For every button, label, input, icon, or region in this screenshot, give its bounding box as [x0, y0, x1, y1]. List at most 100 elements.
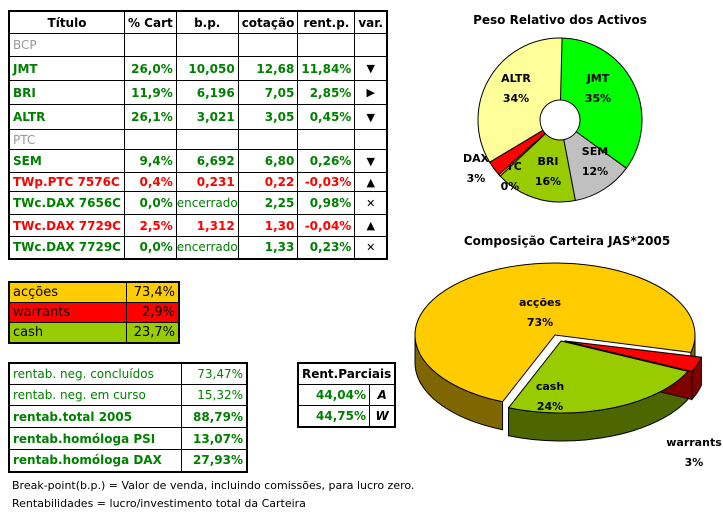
- parciais-value: 44,04%: [297, 384, 370, 406]
- donut-slice-jmt: [559, 37, 643, 169]
- table-row: TWp.PTC 7576C 0,4% 0,231 0,22 -0,03% ▲: [8, 172, 388, 192]
- titulo: ALTR: [8, 104, 125, 130]
- cart: 26,0%: [123, 56, 177, 81]
- slice-value: 73%: [527, 316, 553, 329]
- allocation-row: warrants 2,9%: [8, 302, 180, 323]
- rent: 0,45%: [297, 104, 356, 130]
- slice-value: 24%: [537, 400, 563, 413]
- cotacao: 7,05: [237, 80, 299, 105]
- cotacao: 3,05: [237, 104, 299, 130]
- cotacao: 12,68: [237, 56, 299, 81]
- parciais-value: 44,75%: [297, 405, 370, 428]
- rentab-row: rentab.total 2005 88,79%: [8, 405, 248, 428]
- var-icon: ✕: [354, 236, 388, 259]
- column-header: rent.p.: [297, 10, 356, 34]
- rent: 0,23%: [297, 236, 356, 259]
- slice-value: 3%: [467, 172, 486, 185]
- titulo: TWc.DAX 7729C: [8, 236, 125, 259]
- donut-slice-bri: [499, 132, 576, 203]
- bp: 1,312: [175, 214, 239, 237]
- rent-parciais-table: Rent.Parciais 44,04% A 44,75% W: [297, 362, 397, 428]
- note-rentab: Rentabilidades = lucro/investimento tota…: [12, 497, 306, 510]
- bp: encerrado: [175, 236, 239, 259]
- rentab-row: rentab.homóloga DAX 27,93%: [8, 449, 248, 472]
- titulo: TWc.DAX 7656C: [8, 191, 125, 215]
- portfolio-table: Título% Cart b.p. cotação rent.p. var. BCP JM…: [8, 10, 389, 260]
- bp: 3,021: [175, 104, 239, 130]
- rentab-value: 15,32%: [181, 384, 248, 406]
- rentab-value: 88,79%: [181, 405, 248, 428]
- slice-label: JMT: [586, 72, 610, 85]
- slice-label: SEM: [582, 145, 608, 158]
- cart: 2,5%: [123, 214, 177, 237]
- cart: 0,0%: [123, 191, 177, 215]
- parciais-key: A: [368, 384, 396, 406]
- table-row: ALTR 26,1% 3,021 3,05 0,45% ▼: [8, 104, 388, 130]
- titulo: JMT: [8, 56, 125, 81]
- rent: 0,98%: [297, 191, 356, 215]
- table-row: BRI 11,9% 6,196 7,05 2,85% ▶: [8, 80, 388, 105]
- allocation-table: acções 73,4% warrants 2,9% cash 23,7%: [8, 281, 180, 344]
- column-header: % Cart: [123, 10, 177, 34]
- note-breakpoint: Break-point(b.p.) = Valor de venda, incl…: [12, 479, 415, 492]
- rent: 11,84%: [297, 56, 356, 81]
- var-icon: ▼: [354, 104, 388, 130]
- pie-slice-2: [564, 340, 703, 372]
- rentab-label: rentab.homóloga DAX: [8, 449, 182, 472]
- bp: 10,050: [175, 56, 239, 81]
- rentab-row: rentab. neg. concluídos 73,47%: [8, 362, 248, 385]
- rent: -0,03%: [297, 172, 356, 192]
- pie-slice-1: [507, 340, 689, 414]
- rentab-table: rentab. neg. concluídos 73,47% rentab. neg…: [8, 362, 248, 473]
- chart-title: Composição Carteira JAS*2005: [464, 234, 670, 248]
- donut-slice-sem: [563, 131, 628, 202]
- table-row: TWc.DAX 7729C 0,0% encerrado 1,33 0,23% …: [8, 236, 388, 259]
- slice-label: cash: [536, 380, 564, 393]
- slice-value: 34%: [503, 92, 529, 105]
- rentab-value: 27,93%: [181, 449, 248, 472]
- cotacao: 0,22: [237, 172, 299, 192]
- cart: 0,0%: [123, 236, 177, 259]
- rentab-value: 73,47%: [181, 362, 248, 385]
- bp: encerrado: [175, 191, 239, 215]
- bp: 6,692: [175, 149, 239, 173]
- cart: 11,9%: [123, 80, 177, 105]
- table-row: JMT 26,0% 10,050 12,68 11,84% ▼: [8, 56, 388, 81]
- rent: 2,85%: [297, 80, 356, 105]
- parciais-title: Rent.Parciais: [297, 362, 396, 385]
- bp: 0,231: [175, 172, 239, 192]
- slice-label: ALTR: [501, 72, 531, 85]
- var-icon: ▼: [354, 56, 388, 81]
- group-row: PTC: [8, 129, 388, 150]
- slice-value: 3%: [685, 456, 704, 469]
- slice-value: 12%: [582, 165, 608, 178]
- titulo: BRI: [8, 80, 125, 105]
- slice-value: 16%: [535, 175, 561, 188]
- titulo: TWp.PTC 7576C: [8, 172, 125, 192]
- allocation-value: 2,9%: [126, 302, 180, 323]
- cart: 26,1%: [123, 104, 177, 130]
- slice-label: warrants: [666, 436, 722, 449]
- pie-slice-0: [414, 262, 696, 403]
- chart-title: Peso Relativo dos Activos: [473, 13, 647, 27]
- allocation-row: acções 73,4%: [8, 281, 180, 303]
- column-header: var.: [354, 10, 388, 34]
- rentab-label: rentab. neg. concluídos: [8, 362, 182, 385]
- slice-label: DAX: [463, 152, 490, 165]
- allocation-row: cash 23,7%: [8, 322, 180, 344]
- allocation-label: cash: [8, 322, 127, 344]
- titulo: SEM: [8, 149, 125, 173]
- slice-label: BRI: [538, 155, 559, 168]
- parciais-key: W: [368, 405, 396, 428]
- var-icon: ▼: [354, 149, 388, 173]
- allocation-value: 73,4%: [126, 281, 180, 303]
- allocation-value: 23,7%: [126, 322, 180, 344]
- slice-label: acções: [519, 296, 561, 309]
- allocation-label: warrants: [8, 302, 127, 323]
- column-header: b.p.: [175, 10, 239, 34]
- slice-value: 35%: [585, 92, 611, 105]
- table-row: TWc.DAX 7656C 0,0% encerrado 2,25 0,98% …: [8, 191, 388, 215]
- donut-slice-altr: [477, 37, 563, 163]
- slice-value: 0%: [501, 180, 520, 193]
